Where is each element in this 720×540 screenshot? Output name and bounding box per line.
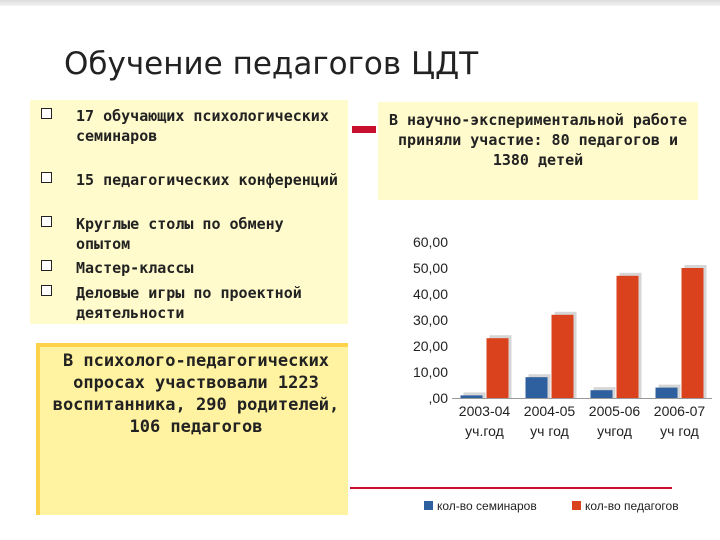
bar — [525, 377, 548, 398]
checkbox-bullet-icon — [41, 108, 52, 119]
y-tick-label: 40,00 — [413, 286, 448, 302]
checkbox-bullet-icon — [41, 285, 52, 296]
red-marker — [352, 126, 376, 133]
bar — [486, 338, 509, 398]
experiment-box — [378, 102, 698, 200]
x-tick-label: 2005-06 — [589, 403, 641, 419]
bar-shadow — [463, 392, 486, 398]
bar — [551, 314, 574, 398]
checkbox-bullet-icon — [41, 216, 52, 227]
bullet-text: 17 обучающих психологических семинаров — [76, 107, 329, 145]
checkbox-bullet-icon — [41, 172, 52, 183]
chart-legend: кол-во семинаров кол-во педагогов — [424, 498, 720, 514]
bar — [616, 275, 639, 398]
x-tick-label: учгод — [597, 423, 632, 439]
bullet-text: 15 педагогических конференций — [76, 171, 338, 189]
y-tick-label: 10,00 — [413, 364, 448, 380]
y-tick-label: 20,00 — [413, 338, 448, 354]
y-tick-label: ,00 — [429, 390, 449, 406]
x-tick-label: 2004-05 — [524, 403, 576, 419]
top-bar — [0, 0, 720, 6]
bullet-text: Круглые столы по обмену опытом — [76, 215, 284, 253]
survey-box — [36, 343, 348, 515]
legend-swatch — [572, 501, 581, 511]
x-tick-label: уч год — [660, 423, 699, 439]
x-tick-label: 2003-04 — [459, 403, 511, 419]
bar-chart: ,00 10,00 20,00 30,00 40,00 50,00 60,00 2003-04… — [400, 228, 718, 520]
bullet-text: Мастер-классы — [76, 259, 194, 277]
y-tick-label: 30,00 — [413, 312, 448, 328]
experiment-text: В научно-экспериментальной работе принял… — [388, 111, 687, 169]
legend-label: кол-во педагогов — [585, 498, 679, 513]
bar — [681, 268, 704, 398]
bar — [655, 387, 678, 398]
divider-line — [350, 487, 672, 489]
legend-swatch — [424, 501, 433, 511]
legend-item: кол-во семинаров — [424, 498, 537, 513]
legend-item: кол-во педагогов — [572, 498, 679, 513]
x-tick-label: уч год — [530, 423, 569, 439]
checkbox-bullet-icon — [41, 260, 52, 271]
bullet-list: 17 обучающих психологических семинаров 1… — [30, 100, 348, 324]
y-tick-label: 60,00 — [413, 234, 448, 250]
bar — [460, 395, 483, 398]
bar — [590, 390, 613, 398]
survey-text: В психолого-педагогических опросах участ… — [52, 351, 340, 437]
x-tick-label: 2006-07 — [654, 403, 706, 419]
slide-title: Обучение педагогов ЦДТ — [64, 46, 479, 82]
bar-chart-svg: ,00 10,00 20,00 30,00 40,00 50,00 60,00 2003-04… — [413, 234, 712, 439]
bullet-text: Деловые игры по проектной деятельности — [76, 284, 302, 322]
x-tick-label: уч.год — [465, 423, 504, 439]
y-tick-label: 50,00 — [413, 260, 448, 276]
legend-label: кол-во семинаров — [437, 498, 537, 513]
